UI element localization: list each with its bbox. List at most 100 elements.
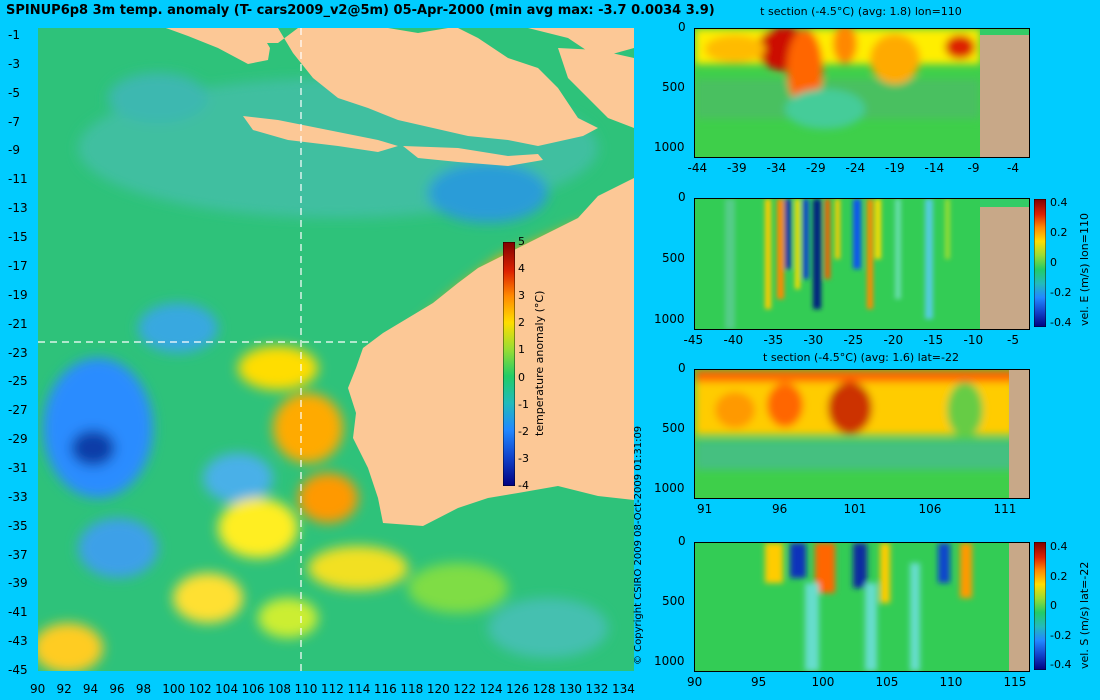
panel1-field: [695, 29, 1029, 157]
lon-tick-label: 102: [188, 682, 212, 696]
lon-tick-label: 90: [30, 682, 46, 696]
panel4-y-tick: 0: [678, 534, 686, 548]
panel2-x-tick: -10: [963, 333, 984, 347]
panel2-y-tick: 1000: [654, 312, 685, 326]
panel3-field: [695, 370, 1029, 498]
lon-tick-label: 110: [294, 682, 318, 696]
map-colorbar-tick: -4: [518, 479, 529, 492]
lon-tick-label: 118: [400, 682, 424, 696]
panel1-x-tick: -14: [924, 161, 945, 175]
lon-tick-label: 94: [82, 682, 99, 696]
panel2-x-tick: -30: [803, 333, 824, 347]
panel1-x-tick: -44: [687, 161, 708, 175]
lon-tick-label: 126: [506, 682, 530, 696]
lat-tick-label: -35: [8, 518, 28, 533]
lon-tick-label: 92: [56, 682, 72, 696]
panel2-colorbar-label: vel. E (m/s) lon=110: [1078, 213, 1091, 326]
lon-tick-label: 100: [162, 682, 186, 696]
panel2-colorbar-tick: 0.4: [1050, 196, 1068, 209]
lat-tick-label: -9: [8, 143, 20, 158]
panel4-y-tick: 1000: [654, 654, 685, 668]
map-colorbar-tick: -2: [518, 424, 529, 438]
panel4-colorbar-label: vel. S (m/s) lat=-22: [1078, 561, 1091, 669]
lon-tick-label: 124: [479, 682, 503, 696]
map-colorbar-tick: -3: [518, 451, 529, 465]
panel2-x-tick: -35: [763, 333, 784, 347]
panel3-x-tick: 106: [918, 502, 942, 516]
copyright-notice: © Copyright CSIRO 2009 08-Oct-2009 01:31…: [633, 425, 644, 665]
main-title: SPINUP6p8 3m temp. anomaly (T- cars2009_…: [6, 3, 715, 18]
panel1-x-tick: -4: [1007, 161, 1019, 175]
panel4-field: [695, 543, 1029, 671]
panel2-colorbar-gradient: [1034, 199, 1046, 327]
map-colorbar-tick: 4: [518, 262, 525, 276]
panel4-colorbar: [1034, 542, 1046, 670]
lon-tick-label: 96: [109, 682, 125, 696]
panel4-x-tick: 100: [811, 675, 835, 689]
lat-tick-label: -19: [8, 287, 28, 302]
lon-tick-label: 98: [135, 682, 152, 696]
lat-tick-label: -27: [8, 403, 28, 418]
section-panel-lon110-temp[interactable]: [694, 28, 1030, 158]
lat-tick-label: -1: [8, 28, 20, 42]
panel4-x-tick: 110: [939, 675, 963, 689]
map-colorbar-label: temperature anomaly (°C): [533, 290, 546, 436]
lat-tick-label: -41: [8, 605, 28, 620]
panel3-y-tick: 0: [678, 361, 686, 375]
lat-tick-label: -17: [8, 258, 28, 273]
lat-tick-label: -11: [8, 172, 28, 187]
lat-tick-label: -3: [8, 56, 20, 71]
panel3-y-tick: 500: [662, 421, 685, 435]
panel1-x-tick: -34: [766, 161, 787, 175]
panel4-colorbar-tick: 0.4: [1050, 540, 1068, 553]
lat-tick-label: -23: [8, 345, 28, 360]
lat-tick-label: -15: [8, 230, 28, 245]
lon-tick-label: 108: [268, 682, 291, 696]
lon-tick-label: 134: [612, 682, 635, 696]
panel1-y-tick: 0: [678, 20, 686, 34]
panel2-colorbar-tick: -0.2: [1050, 286, 1072, 299]
land-masses: [166, 28, 634, 526]
map-colorbar-gradient: [503, 242, 515, 486]
lat-tick-label: -37: [8, 547, 28, 562]
panel4-colorbar-tick: 0: [1050, 599, 1057, 612]
panel3-x-tick: 91: [697, 502, 713, 516]
panel2-x-tick: -15: [923, 333, 944, 347]
panel3-x-tick: 101: [843, 502, 867, 516]
lon-tick-label: 114: [347, 682, 371, 696]
panel2-colorbar: [1034, 199, 1046, 327]
lon-tick-label: 120: [426, 682, 450, 696]
map-panel[interactable]: [38, 28, 634, 671]
section-panel-lat22-velS[interactable]: [694, 542, 1030, 672]
panel4-x-tick: 95: [751, 675, 767, 689]
lat-tick-label: -25: [8, 374, 28, 389]
lat-tick-label: -31: [8, 460, 28, 475]
map-colorbar-tick: 3: [518, 289, 525, 303]
lon-tick-label: 106: [241, 682, 265, 696]
panel4-x-tick: 105: [875, 675, 899, 689]
map-colorbar: [503, 242, 515, 486]
lat-tick-label: -45: [8, 663, 28, 677]
lat-tick-label: -39: [8, 576, 28, 591]
map-colorbar-tick: 0: [518, 370, 525, 384]
lon-tick-label: 112: [321, 682, 344, 696]
panel2-y-tick: 500: [662, 251, 685, 265]
panel3-y-tick: 1000: [654, 481, 685, 495]
lat-tick-label: -33: [8, 489, 28, 504]
panel1-y-tick: 1000: [654, 140, 685, 154]
panel3-x-tick: 96: [772, 502, 788, 516]
lat-tick-label: -29: [8, 432, 28, 447]
panel4-x-tick: 115: [1003, 675, 1027, 689]
panel1-y-tick: 500: [662, 80, 685, 94]
lon-tick-label: 104: [215, 682, 239, 696]
map-canvas: [38, 28, 634, 671]
lat-tick-label: -13: [8, 201, 28, 216]
section-panel-lat22-temp[interactable]: [694, 369, 1030, 499]
map-colorbar-tick: -1: [518, 397, 529, 411]
panel4-colorbar-tick: 0.2: [1050, 569, 1068, 583]
panel2-colorbar-tick: 0: [1050, 256, 1057, 269]
lon-tick-label: 128: [532, 682, 556, 696]
panel2-x-tick: -40: [723, 333, 744, 347]
panel2-x-tick: -25: [843, 333, 864, 347]
section-panel-lon110-velE[interactable]: [694, 198, 1030, 330]
